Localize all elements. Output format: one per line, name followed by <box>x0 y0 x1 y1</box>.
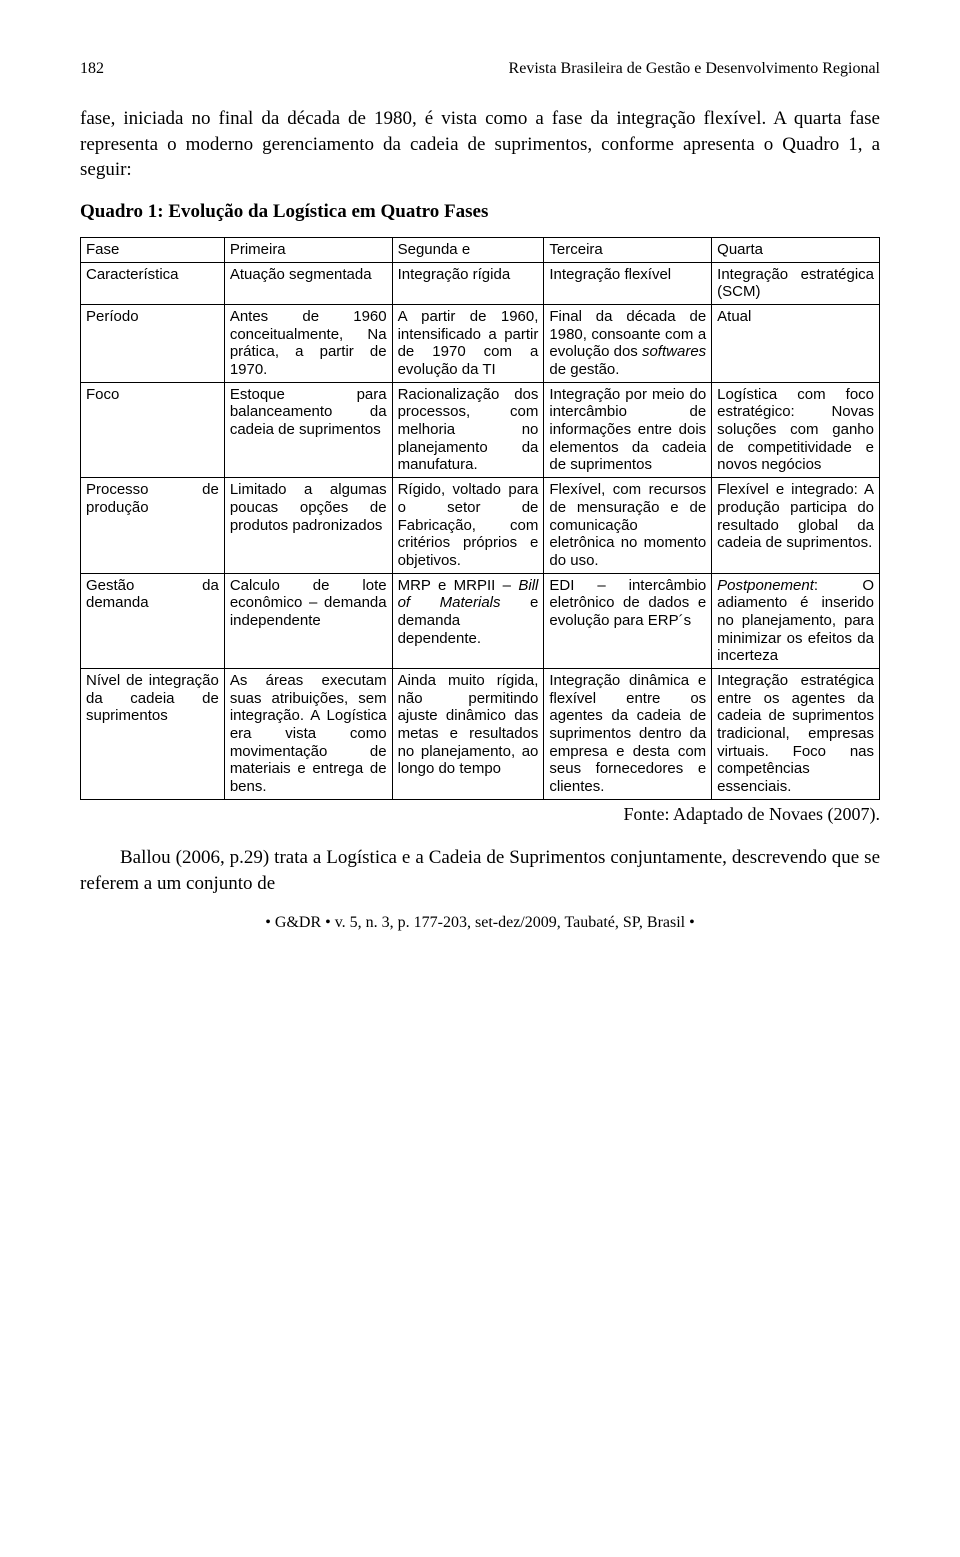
table-cell: Integração rígida <box>392 262 544 304</box>
journal-title: Revista Brasileira de Gestão e Desenvolv… <box>509 60 880 78</box>
table-cell: Racionalização dos processos, com melhor… <box>392 382 544 477</box>
table-header-cell: Terceira <box>544 237 712 262</box>
table-header-cell: Segunda e <box>392 237 544 262</box>
table-cell: Limitado a algumas poucas opções de prod… <box>224 478 392 573</box>
table-cell: Ainda muito rígida, não permitindo ajust… <box>392 669 544 800</box>
page-container: 182 Revista Brasileira de Gestão e Desen… <box>0 0 960 978</box>
table-cell: Processo de produção <box>81 478 225 573</box>
table-cell: Característica <box>81 262 225 304</box>
table-header-cell: Primeira <box>224 237 392 262</box>
table-cell: Foco <box>81 382 225 477</box>
quadro-table: FasePrimeiraSegunda eTerceiraQuartaCarac… <box>80 237 880 800</box>
table-cell: Flexível e integrado: A produção partici… <box>712 478 880 573</box>
table-row: PeríodoAntes de 1960 conceitualmente, Na… <box>81 304 880 382</box>
running-header: 182 Revista Brasileira de Gestão e Desen… <box>80 60 880 78</box>
table-row: FocoEstoque para balanceamento da cadeia… <box>81 382 880 477</box>
table-row: Processo de produçãoLimitado a algumas p… <box>81 478 880 573</box>
table-cell: Atual <box>712 304 880 382</box>
table-cell: Integração flexível <box>544 262 712 304</box>
table-cell: EDI – intercâmbio eletrônico de dados e … <box>544 573 712 668</box>
table-cell: MRP e MRPII – Bill of Materials e demand… <box>392 573 544 668</box>
table-cell: Antes de 1960 conceitualmente, Na prátic… <box>224 304 392 382</box>
table-header-cell: Quarta <box>712 237 880 262</box>
table-row: Nível de integração da cadeia de suprime… <box>81 669 880 800</box>
table-cell: Postponement: O adiamento é inserido no … <box>712 573 880 668</box>
table-cell: As áreas executam suas atribuições, sem … <box>224 669 392 800</box>
table-cell: Integração dinâmica e flexível entre os … <box>544 669 712 800</box>
table-cell: Estoque para balanceamento da cadeia de … <box>224 382 392 477</box>
table-cell: Integração estratégica (SCM) <box>712 262 880 304</box>
table-cell: Gestão da demanda <box>81 573 225 668</box>
closing-paragraph: Ballou (2006, p.29) trata a Logística e … <box>80 845 880 896</box>
fonte-line: Fonte: Adaptado de Novaes (2007). <box>80 804 880 825</box>
table-row: Gestão da demandaCalculo de lote econômi… <box>81 573 880 668</box>
table-cell: Logística com foco estratégico: Novas so… <box>712 382 880 477</box>
table-cell: Período <box>81 304 225 382</box>
intro-paragraph: fase, iniciada no final da década de 198… <box>80 106 880 183</box>
table-cell: Flexível, com recursos de mensuração e d… <box>544 478 712 573</box>
table-cell: Integração por meio do intercâmbio de in… <box>544 382 712 477</box>
table-row: CaracterísticaAtuação segmentadaIntegraç… <box>81 262 880 304</box>
table-cell: Rígido, voltado para o setor de Fabricaç… <box>392 478 544 573</box>
table-cell: Final da década de 1980, consoante com a… <box>544 304 712 382</box>
table-cell: Atuação segmentada <box>224 262 392 304</box>
table-header-cell: Fase <box>81 237 225 262</box>
page-number: 182 <box>80 60 104 78</box>
table-cell: Nível de integração da cadeia de suprime… <box>81 669 225 800</box>
table-row: FasePrimeiraSegunda eTerceiraQuarta <box>81 237 880 262</box>
footer-citation: • G&DR • v. 5, n. 3, p. 177-203, set-dez… <box>80 914 880 932</box>
table-cell: Integração estratégica entre os agentes … <box>712 669 880 800</box>
table-cell: Calculo de lote econômico – demanda inde… <box>224 573 392 668</box>
quadro-title: Quadro 1: Evolução da Logística em Quatr… <box>80 201 880 223</box>
table-cell: A partir de 1960, intensificado a partir… <box>392 304 544 382</box>
